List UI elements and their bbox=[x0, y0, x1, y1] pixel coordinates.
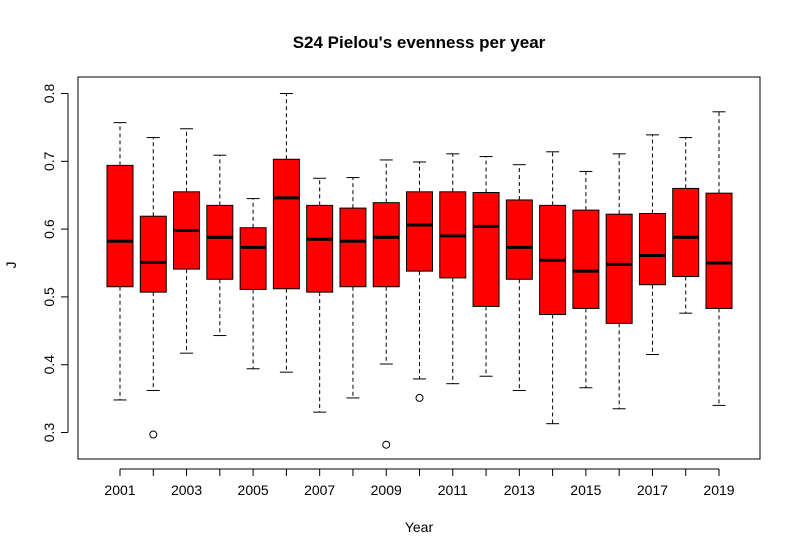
plot-frame bbox=[77, 76, 761, 460]
x-tick-label: 2003 bbox=[171, 482, 202, 498]
box-2011 bbox=[439, 153, 467, 385]
x-tick-label: 2015 bbox=[570, 482, 601, 498]
y-tick-label: 0.3 bbox=[41, 423, 57, 443]
box-2012 bbox=[472, 156, 500, 377]
iqr-box bbox=[705, 192, 733, 309]
outlier-point bbox=[415, 393, 424, 402]
x-tick-label: 2007 bbox=[304, 482, 335, 498]
iqr-box bbox=[239, 227, 267, 290]
box-2007 bbox=[306, 177, 334, 413]
box-2002 bbox=[139, 137, 167, 439]
box-2003 bbox=[173, 128, 201, 354]
iqr-box bbox=[139, 215, 167, 293]
iqr-box bbox=[605, 213, 633, 324]
outlier-point bbox=[149, 430, 158, 439]
y-axis: 0.3 0.4 0.5 0.6 0.7 0.8 bbox=[41, 84, 69, 443]
x-axis: 2001 2003 2005 2007 2009 2011 2013 2015 2017 2019 bbox=[104, 468, 735, 498]
box-2018 bbox=[672, 137, 700, 314]
box-2019 bbox=[705, 111, 733, 406]
box-2015 bbox=[572, 170, 600, 389]
y-axis-title: J bbox=[3, 262, 19, 269]
iqr-box bbox=[339, 207, 367, 288]
y-tick-label: 0.5 bbox=[41, 287, 57, 307]
boxes-layer bbox=[106, 93, 733, 449]
iqr-box bbox=[306, 204, 334, 293]
x-axis-title: Year bbox=[405, 519, 434, 535]
box-2006 bbox=[272, 93, 300, 373]
box-2001 bbox=[106, 122, 134, 401]
x-tick-label: 2013 bbox=[504, 482, 535, 498]
iqr-box bbox=[472, 191, 500, 307]
iqr-box bbox=[505, 199, 533, 280]
y-tick-label: 0.7 bbox=[41, 151, 57, 171]
x-tick-label: 2005 bbox=[238, 482, 269, 498]
y-tick-label: 0.6 bbox=[41, 219, 57, 239]
box-2013 bbox=[505, 164, 533, 391]
iqr-box bbox=[406, 191, 433, 272]
x-tick-label: 2011 bbox=[438, 482, 468, 498]
box-2008 bbox=[339, 177, 367, 399]
box-2005 bbox=[239, 198, 267, 370]
x-tick-label: 2019 bbox=[703, 482, 734, 498]
x-tick-label: 2017 bbox=[637, 482, 668, 498]
iqr-box bbox=[572, 209, 600, 309]
x-tick-label: 2009 bbox=[371, 482, 402, 498]
box-2010 bbox=[406, 161, 433, 402]
outlier-point bbox=[382, 440, 391, 449]
box-2004 bbox=[206, 154, 234, 337]
y-tick-label: 0.4 bbox=[41, 355, 57, 375]
box-2014 bbox=[539, 151, 567, 425]
iqr-box bbox=[672, 187, 700, 278]
iqr-box bbox=[106, 164, 134, 288]
box-2017 bbox=[638, 134, 666, 356]
y-tick-label: 0.8 bbox=[41, 84, 57, 104]
box-2009 bbox=[372, 159, 400, 449]
x-tick-label: 2001 bbox=[104, 482, 135, 498]
box-2016 bbox=[605, 153, 633, 410]
chart-title: S24 Pielou's evenness per year bbox=[293, 33, 546, 52]
iqr-box bbox=[638, 213, 666, 286]
iqr-box bbox=[272, 158, 300, 290]
iqr-box bbox=[372, 202, 400, 288]
iqr-box bbox=[206, 204, 234, 280]
